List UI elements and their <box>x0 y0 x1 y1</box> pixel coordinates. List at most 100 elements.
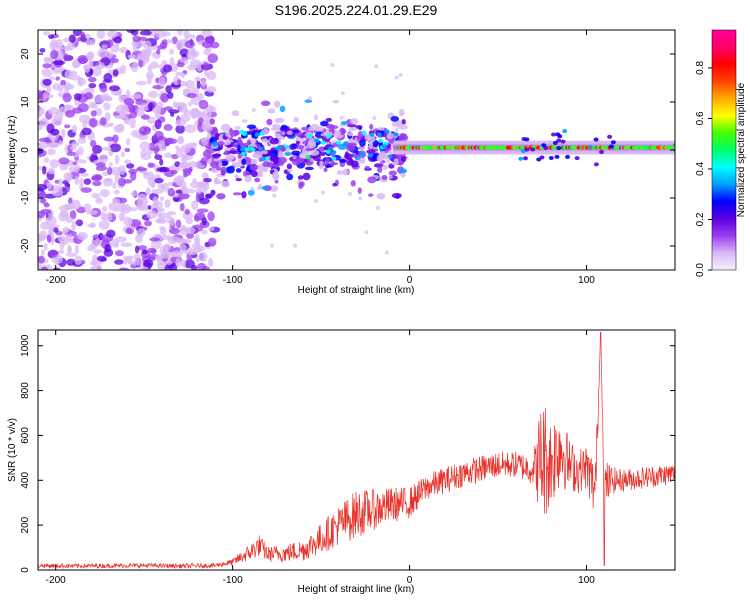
snr-series-line <box>38 331 675 570</box>
heatmap-cell <box>183 88 192 93</box>
heatmap-cell <box>587 145 593 150</box>
heatmap-cell <box>164 137 174 144</box>
heatmap-cell <box>258 183 263 188</box>
heatmap-cell <box>104 244 112 253</box>
heatmap-cell <box>171 36 178 45</box>
heatmap-cell <box>344 159 350 163</box>
heatmap-cell <box>106 30 119 39</box>
heatmap-cell <box>242 119 248 123</box>
heatmap-cell <box>266 118 273 126</box>
heatmap-cell <box>364 230 369 235</box>
heatmap-cell <box>73 93 82 101</box>
heatmap-cell <box>254 132 260 137</box>
heatmap-cell <box>177 79 182 84</box>
y-tick-label: 800 <box>20 382 31 399</box>
heatmap-cell <box>260 150 268 155</box>
heatmap-cell <box>189 59 202 69</box>
heatmap-cell <box>146 74 152 85</box>
heatmap-cell <box>347 142 357 147</box>
heatmap-cell <box>71 141 80 148</box>
heatmap-cell <box>292 129 300 133</box>
heatmap-cell <box>151 188 164 195</box>
heatmap-cell <box>201 172 209 180</box>
heatmap-cell <box>53 115 58 123</box>
heatmap-cell <box>78 31 85 37</box>
heatmap-cell <box>159 158 164 166</box>
heatmap-cell <box>524 137 530 142</box>
heatmap-cell <box>269 137 279 145</box>
heatmap-cell <box>234 174 239 179</box>
heatmap-cell <box>259 131 265 136</box>
heatmap-cell <box>608 144 614 149</box>
heatmap-cell <box>400 156 407 163</box>
heatmap-cell <box>75 220 83 226</box>
heatmap-cell <box>205 85 217 93</box>
heatmap-cell <box>214 180 222 185</box>
heatmap-cell <box>89 261 98 266</box>
heatmap-cell <box>165 85 172 94</box>
heatmap-cell <box>275 146 281 151</box>
spectrogram-y-label: Frequency (Hz) <box>7 116 18 185</box>
heatmap-cell <box>145 187 151 196</box>
y-tick-label: 20 <box>20 48 31 60</box>
heatmap-cell <box>177 135 185 145</box>
heatmap-cell <box>103 136 115 142</box>
heatmap-cell <box>118 267 130 270</box>
heatmap-cell <box>50 49 59 60</box>
heatmap-cell <box>325 117 333 122</box>
heatmap-cell <box>251 108 256 113</box>
heatmap-cell <box>374 64 379 69</box>
heatmap-cell <box>292 155 297 160</box>
heatmap-cell <box>47 167 56 175</box>
heatmap-cell <box>64 69 73 80</box>
heatmap-cell <box>75 159 87 164</box>
colorbar-label: Normalized spectral amplitude <box>736 82 747 217</box>
heatmap-cell <box>38 137 51 143</box>
heatmap-cell <box>272 193 277 198</box>
heatmap-cell <box>318 146 326 152</box>
heatmap-cell <box>330 62 335 67</box>
heatmap-cell <box>206 38 215 44</box>
snr-x-label: Height of straight line (km) <box>298 584 415 595</box>
heatmap-cell <box>554 154 560 159</box>
heatmap-cell <box>83 178 92 185</box>
heatmap-cell <box>247 189 255 196</box>
heatmap-cell <box>112 181 117 189</box>
heatmap-cell <box>530 147 536 152</box>
heatmap-cell <box>191 200 199 210</box>
heatmap-cell <box>220 123 231 132</box>
heatmap-cell <box>129 219 141 228</box>
heatmap-cell <box>260 156 266 161</box>
heatmap-cell <box>147 176 157 187</box>
heatmap-cell <box>64 124 71 129</box>
heatmap-cell <box>384 129 390 134</box>
heatmap-cell <box>368 141 374 150</box>
heatmap-cell <box>38 255 45 264</box>
heatmap-cell <box>305 155 311 160</box>
heatmap-cell <box>77 137 87 144</box>
heatmap-cell <box>344 153 353 160</box>
heatmap-cell <box>320 190 325 195</box>
heatmap-cell <box>86 223 96 228</box>
heatmap-cell <box>120 151 125 158</box>
heatmap-cell <box>42 78 52 86</box>
heatmap-cell <box>291 157 301 166</box>
heatmap-cell <box>179 203 185 212</box>
heatmap-cell <box>154 177 164 184</box>
heatmap-cell <box>211 141 218 147</box>
heatmap-cell <box>120 106 130 116</box>
heatmap-cell <box>62 226 70 233</box>
heatmap-cell <box>187 246 194 256</box>
heatmap-cell <box>118 46 129 54</box>
heatmap-cell <box>381 174 388 181</box>
heatmap-cell <box>118 177 126 187</box>
heatmap-cell <box>68 34 76 43</box>
x-tick-label: -200 <box>46 275 66 286</box>
heatmap-cell <box>74 149 80 158</box>
x-tick-label: 100 <box>578 575 595 586</box>
heatmap-cell <box>331 150 337 155</box>
heatmap-cell <box>129 171 137 181</box>
heatmap-cell <box>123 216 133 227</box>
heatmap-cell <box>184 124 197 134</box>
heatmap-cell <box>47 148 56 156</box>
